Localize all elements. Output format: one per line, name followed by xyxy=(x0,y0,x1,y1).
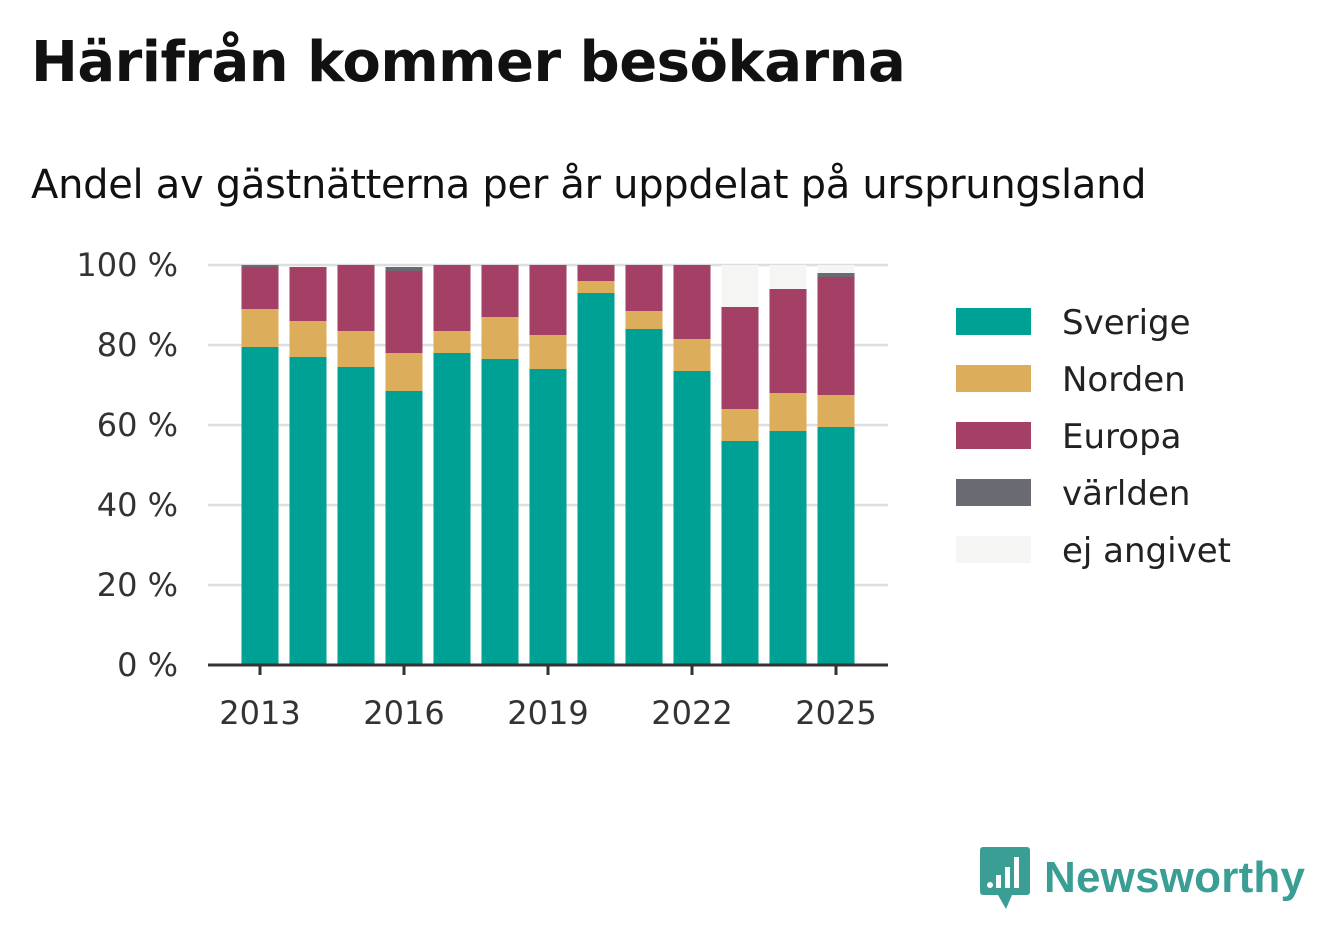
bar-segment xyxy=(721,307,759,409)
x-tick-label: 2016 xyxy=(363,694,444,732)
bar-segment xyxy=(289,321,327,357)
bar-segment xyxy=(337,265,375,331)
legend: Sverige Norden Europa världen ej angivet xyxy=(956,303,1231,571)
brand-name: Newsworthy xyxy=(1044,853,1306,902)
legend-swatch xyxy=(956,479,1031,506)
bar-segment xyxy=(817,277,855,395)
bar-segment xyxy=(577,293,615,665)
y-tick-label: 100 % xyxy=(76,246,178,284)
bar-segment xyxy=(385,353,423,391)
legend-label: Norden xyxy=(1062,360,1186,400)
bar-segment xyxy=(817,395,855,427)
bar-segment xyxy=(577,281,615,293)
bar-segment xyxy=(721,265,759,307)
bar-segment xyxy=(337,367,375,665)
bar-segment xyxy=(289,357,327,665)
bar-segment xyxy=(817,427,855,665)
y-tick-label: 0 % xyxy=(117,646,178,684)
bar-segment xyxy=(481,265,519,317)
legend-swatch xyxy=(956,536,1031,563)
bar-segment xyxy=(241,265,279,267)
x-tick-label: 2019 xyxy=(507,694,588,732)
y-tick-label: 80 % xyxy=(97,326,178,364)
bar-segment xyxy=(241,309,279,347)
legend-label: ej angivet xyxy=(1062,531,1231,571)
bar-segment xyxy=(385,267,423,271)
bar-segment xyxy=(481,359,519,665)
bar-segment xyxy=(529,335,567,369)
x-tick-label: 2022 xyxy=(651,694,732,732)
y-tick-label: 20 % xyxy=(97,566,178,604)
bar-segment xyxy=(625,311,663,329)
bar-segment xyxy=(673,339,711,371)
bar-segment xyxy=(481,317,519,359)
bar-segment xyxy=(433,331,471,353)
bar-segment xyxy=(673,371,711,665)
legend-swatch xyxy=(956,365,1031,392)
bar-segment xyxy=(817,273,855,277)
bar-segment xyxy=(769,431,807,665)
bar-segment xyxy=(337,331,375,367)
bar-segment xyxy=(385,271,423,353)
brand-logo: Newsworthy xyxy=(980,846,1305,910)
bar-segment xyxy=(385,391,423,665)
legend-label: Europa xyxy=(1062,417,1181,457)
legend-swatch xyxy=(956,422,1031,449)
bar-segment xyxy=(433,265,471,331)
bar-segment xyxy=(289,267,327,321)
bars xyxy=(241,265,855,665)
legend-swatch xyxy=(956,308,1031,335)
bar-segment xyxy=(769,393,807,431)
bar-segment xyxy=(625,329,663,665)
bar-segment xyxy=(433,353,471,665)
y-tick-label: 40 % xyxy=(97,486,178,524)
legend-label: världen xyxy=(1062,474,1190,514)
x-tick-label: 2025 xyxy=(795,694,876,732)
bar-segment xyxy=(721,409,759,441)
chart-speech-bubble-icon xyxy=(980,847,1030,909)
page-subtitle: Andel av gästnätterna per år uppdelat på… xyxy=(31,162,1147,208)
bar-segment xyxy=(817,265,855,273)
page-title: Härifrån kommer besökarna xyxy=(31,30,906,95)
legend-label: Sverige xyxy=(1062,303,1191,343)
axes: 0 % 20 % 40 % 60 % 80 % 100 % 2013 2016 2019 2022… xyxy=(76,246,888,732)
bar-segment xyxy=(721,441,759,665)
x-tick-label: 2013 xyxy=(219,694,300,732)
bar-segment xyxy=(577,265,615,281)
bar-segment xyxy=(625,265,663,311)
bar-segment xyxy=(769,289,807,393)
y-tick-label: 60 % xyxy=(97,406,178,444)
bar-segment xyxy=(241,347,279,665)
bar-segment xyxy=(529,265,567,335)
bar-segment xyxy=(769,265,807,289)
bar-segment xyxy=(673,265,711,339)
bar-segment xyxy=(529,369,567,665)
bar-segment xyxy=(241,267,279,309)
